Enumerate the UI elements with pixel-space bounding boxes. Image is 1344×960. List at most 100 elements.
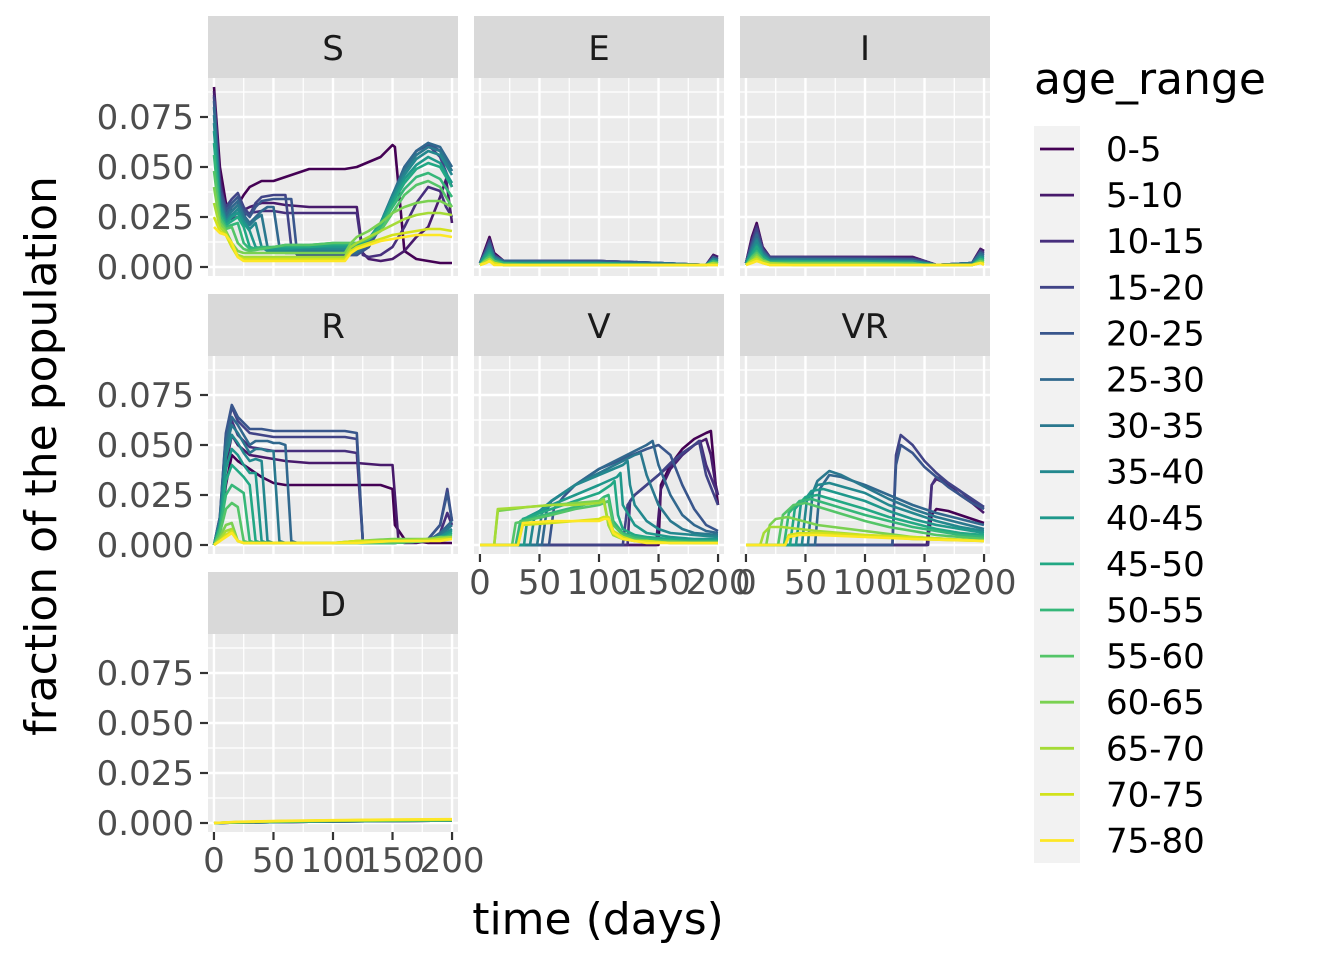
- strip-v: [474, 294, 724, 356]
- x-tick-label: 50: [518, 563, 561, 603]
- y-axes: 0.000 0.025 0.050 0.075 0.000 0.025 0.050 0.075…: [97, 98, 208, 844]
- y-tick-label: 0.025: [97, 754, 194, 794]
- facet-panels: S E I R V VR D: [208, 16, 990, 832]
- panel-d: D: [208, 572, 458, 832]
- legend-label-55-60: 55-60: [1106, 637, 1205, 677]
- series-line-35-40: [480, 459, 719, 547]
- legend-label-15-20: 15-20: [1106, 268, 1205, 308]
- series-line-35-40: [746, 481, 985, 547]
- series-line-15-20: [480, 439, 720, 547]
- legend-label-5-10: 5-10: [1106, 176, 1183, 216]
- y-tick-label: 0.000: [97, 248, 194, 288]
- legend-label-20-25: 20-25: [1106, 314, 1205, 354]
- series-line-20-25: [746, 443, 985, 547]
- legend-label-60-65: 60-65: [1106, 683, 1205, 723]
- x-tick-label: 0: [203, 841, 225, 881]
- y-tick-label: 0.075: [97, 654, 194, 694]
- legend-label-70-75: 70-75: [1106, 775, 1205, 815]
- strip-label: I: [860, 29, 870, 69]
- strip-i: [740, 16, 990, 78]
- x-tick-label: 200: [420, 841, 485, 881]
- x-tick-label: 150: [626, 563, 691, 603]
- series-line-75-80: [480, 517, 718, 547]
- series-line-25-30: [480, 439, 719, 547]
- y-tick-label: 0.075: [97, 98, 194, 138]
- x-tick-label: 150: [360, 841, 425, 881]
- panel-s: S: [208, 16, 458, 276]
- x-tick-label: 0: [735, 563, 757, 603]
- series-line-75-80: [213, 226, 453, 263]
- series-group: [480, 429, 720, 547]
- strip-e: [474, 16, 724, 78]
- x-tick-label: 200: [686, 563, 751, 603]
- series-group: [744, 221, 985, 267]
- legend-label-25-30: 25-30: [1106, 361, 1205, 401]
- strip-label: S: [322, 29, 344, 69]
- series-line-60-65: [212, 186, 453, 255]
- legend-label-50-55: 50-55: [1106, 591, 1205, 631]
- x-tick-label: 50: [252, 841, 295, 881]
- series-line-55-60: [212, 170, 454, 253]
- x-tick-label: 100: [567, 563, 632, 603]
- strip-label: V: [587, 307, 610, 347]
- legend-label-45-50: 45-50: [1106, 545, 1205, 585]
- strip-label: D: [320, 585, 346, 625]
- series-group: [212, 86, 454, 265]
- y-tick-label: 0.075: [97, 376, 194, 416]
- strip-r: [208, 294, 458, 356]
- strip-label: E: [588, 29, 609, 69]
- y-tick-label: 0.000: [97, 526, 194, 566]
- y-tick-label: 0.025: [97, 198, 194, 238]
- y-axis-title: fraction of the population: [16, 176, 67, 736]
- x-tick-label: 200: [952, 563, 1017, 603]
- series-line-30-35: [746, 469, 985, 547]
- x-axis-title: time (days): [472, 894, 724, 945]
- x-tick-label: 150: [892, 563, 957, 603]
- series-line-75-80: [479, 259, 718, 267]
- series-line-75-80: [213, 531, 453, 547]
- y-tick-label: 0.050: [97, 148, 194, 188]
- series-line-40-45: [746, 487, 985, 547]
- y-tick-label: 0.050: [97, 426, 194, 466]
- series-group: [746, 433, 985, 547]
- panel-i: I: [740, 16, 990, 276]
- y-tick-label: 0.000: [97, 804, 194, 844]
- series-line-45-50: [746, 493, 985, 547]
- legend-key-background: [1034, 126, 1080, 863]
- strip-label: VR: [842, 307, 889, 347]
- x-tick-label: 100: [301, 841, 366, 881]
- series-group: [213, 817, 453, 825]
- series-line-20-25: [480, 443, 719, 547]
- legend-label-75-80: 75-80: [1106, 822, 1205, 862]
- strip-label: R: [321, 307, 345, 347]
- y-tick-label: 0.025: [97, 476, 194, 516]
- series-line-30-35: [480, 451, 719, 547]
- series-line-40-45: [480, 471, 718, 547]
- strip-s: [208, 16, 458, 78]
- series-group: [478, 235, 719, 267]
- panel-e: E: [474, 16, 724, 276]
- legend-label-35-40: 35-40: [1106, 453, 1205, 493]
- legend-label-10-15: 10-15: [1106, 222, 1205, 262]
- series-line-75-80: [746, 533, 985, 547]
- strip-vr: [740, 294, 990, 356]
- x-tick-label: 0: [469, 563, 491, 603]
- series-line-45-50: [212, 142, 454, 251]
- strip-d: [208, 572, 458, 634]
- series-line-35-40: [212, 122, 454, 253]
- legend-label-40-45: 40-45: [1106, 499, 1205, 539]
- y-tick-label: 0.050: [97, 704, 194, 744]
- legend-label-65-70: 65-70: [1106, 729, 1205, 769]
- series-line-75-80: [745, 259, 985, 267]
- legend-label-0-5: 0-5: [1106, 130, 1162, 170]
- series-group: [212, 403, 454, 547]
- legend-title: age_range: [1034, 54, 1266, 105]
- x-tick-label: 50: [784, 563, 827, 603]
- panel-v: V: [474, 294, 724, 554]
- legend: age_range 0-5 5-10 10-15 15-20 20-25 25-30 30-…: [1034, 54, 1266, 863]
- series-line-75-80: [213, 817, 453, 825]
- legend-label-30-35: 30-35: [1106, 407, 1205, 447]
- x-tick-label: 100: [833, 563, 898, 603]
